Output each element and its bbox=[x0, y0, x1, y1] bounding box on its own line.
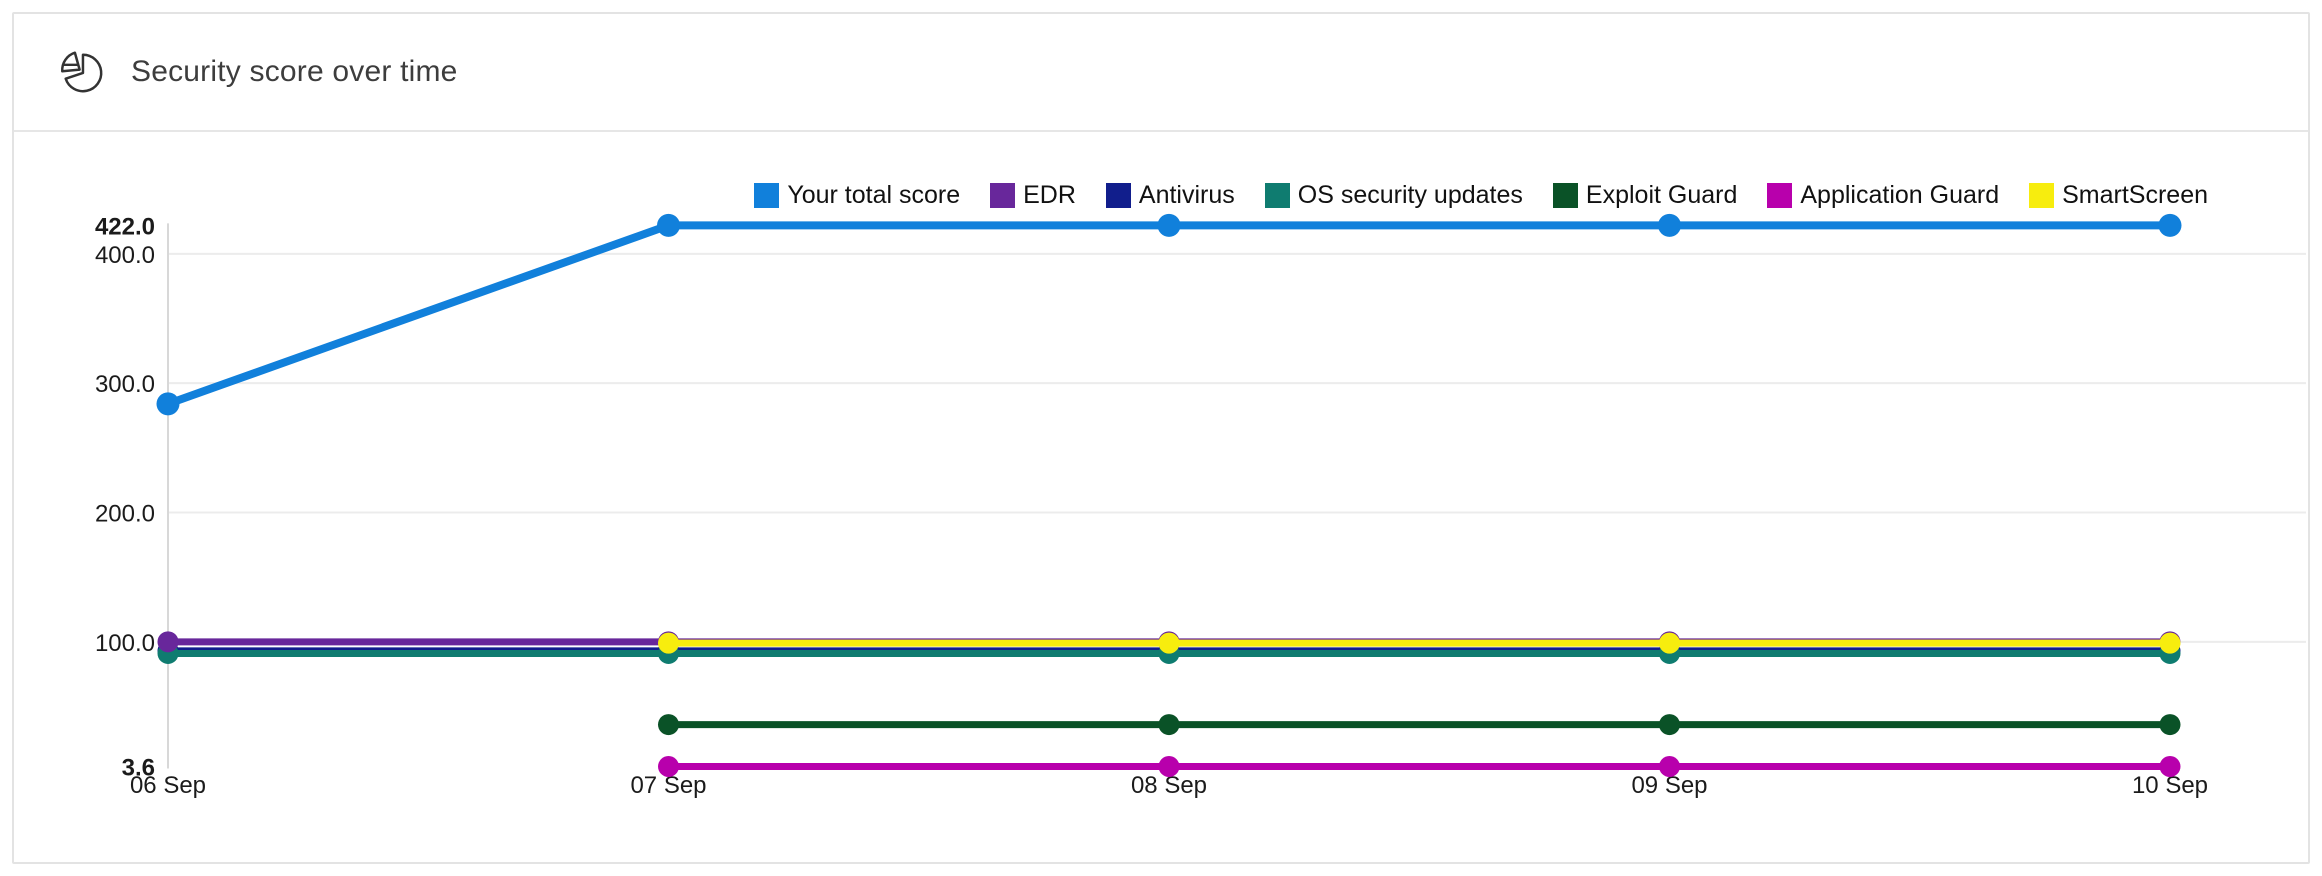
data-point-application-guard[interactable] bbox=[2159, 756, 2181, 777]
data-point-application-guard[interactable] bbox=[1659, 756, 1680, 777]
page-title: Security score over time bbox=[131, 55, 458, 88]
legend-label: Application Guard bbox=[1800, 181, 2000, 209]
legend-item-os-security-updates[interactable]: OS security updates bbox=[1264, 181, 1523, 210]
y-axis-tick-label: 422.0 bbox=[95, 213, 155, 240]
legend-swatch bbox=[754, 183, 780, 208]
legend-swatch bbox=[1264, 183, 1290, 208]
y-axis-tick-label: 300.0 bbox=[95, 371, 155, 398]
legend-label: SmartScreen bbox=[2062, 181, 2208, 209]
data-point-smartscreen[interactable] bbox=[1659, 632, 1680, 654]
legend-swatch bbox=[1552, 183, 1578, 208]
data-point-smartscreen[interactable] bbox=[658, 632, 679, 654]
data-point-exploit-guard[interactable] bbox=[1158, 714, 1180, 736]
data-point-exploit-guard[interactable] bbox=[658, 714, 679, 736]
legend-item-application-guard[interactable]: Application Guard bbox=[1767, 181, 1999, 210]
data-point-exploit-guard[interactable] bbox=[1659, 714, 1680, 736]
legend-item-edr[interactable]: EDR bbox=[990, 181, 1076, 210]
data-point-exploit-guard[interactable] bbox=[2159, 714, 2181, 736]
data-point-your-total-score[interactable] bbox=[2158, 213, 2182, 237]
y-axis-tick-label: 400.0 bbox=[95, 242, 155, 269]
data-point-your-total-score[interactable] bbox=[156, 392, 180, 416]
legend-label: Antivirus bbox=[1138, 181, 1235, 209]
security-score-card: Security score over time Your total scor… bbox=[12, 12, 2310, 864]
legend-item-smartscreen[interactable]: SmartScreen bbox=[2029, 181, 2208, 210]
series-line-your-total-score bbox=[164, 221, 2174, 408]
y-axis-tick-label: 100.0 bbox=[95, 630, 155, 657]
data-point-application-guard[interactable] bbox=[658, 756, 679, 777]
legend-item-antivirus[interactable]: Antivirus bbox=[1105, 181, 1235, 210]
legend-label: Your total score bbox=[787, 181, 961, 209]
data-point-edr[interactable] bbox=[157, 631, 179, 653]
legend-label: OS security updates bbox=[1297, 181, 1523, 209]
y-axis-tick-label: 200.0 bbox=[95, 501, 155, 528]
legend-label: Exploit Guard bbox=[1585, 181, 1738, 209]
legend-label: EDR bbox=[1023, 181, 1076, 209]
legend-swatch bbox=[1105, 183, 1131, 208]
data-point-your-total-score[interactable] bbox=[1658, 213, 1681, 237]
legend-swatch bbox=[2029, 183, 2055, 208]
legend-swatch bbox=[990, 183, 1016, 208]
pie-chart-icon bbox=[61, 51, 103, 93]
card-header: Security score over time bbox=[14, 14, 2308, 132]
data-point-smartscreen[interactable] bbox=[2159, 632, 2181, 654]
data-point-application-guard[interactable] bbox=[1158, 756, 1180, 777]
legend-item-exploit-guard[interactable]: Exploit Guard bbox=[1552, 181, 1738, 210]
chart-legend: Your total score EDR Antivirus OS security … bbox=[754, 181, 2208, 210]
y-axis-tick-label: 3.6 bbox=[122, 755, 155, 782]
data-point-your-total-score[interactable] bbox=[1157, 213, 1181, 237]
x-axis-label: 06 Sep bbox=[130, 772, 206, 799]
chart-container: Your total score EDR Antivirus OS security … bbox=[14, 132, 2308, 862]
data-point-your-total-score[interactable] bbox=[657, 213, 680, 237]
legend-swatch bbox=[1767, 183, 1793, 208]
data-point-smartscreen[interactable] bbox=[1158, 632, 1180, 654]
legend-item-your-total-score[interactable]: Your total score bbox=[754, 181, 960, 210]
